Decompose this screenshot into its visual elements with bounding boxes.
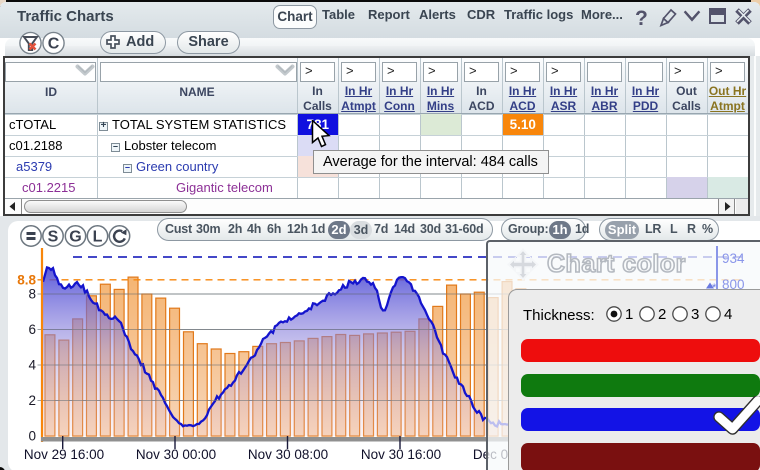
svg-text:934: 934 (722, 251, 745, 266)
svg-text:Nov 29 16:00: Nov 29 16:00 (24, 447, 104, 462)
svg-text:4: 4 (724, 306, 732, 323)
svg-text:G: G (69, 228, 81, 245)
svg-text:6: 6 (28, 322, 36, 337)
svg-text:*: * (712, 282, 717, 294)
svg-text:3: 3 (691, 306, 699, 323)
svg-text:2: 2 (28, 393, 36, 408)
svg-text:Nov 30 00:00: Nov 30 00:00 (136, 447, 216, 462)
svg-text:1: 1 (625, 306, 633, 323)
svg-text:4: 4 (28, 357, 36, 372)
svg-text:Nov 30 08:00: Nov 30 08:00 (248, 447, 328, 462)
svg-text:L: L (93, 228, 103, 245)
svg-text:8.8: 8.8 (17, 272, 36, 287)
svg-text:2: 2 (658, 306, 666, 323)
svg-text:8: 8 (28, 286, 36, 301)
svg-text:?: ? (635, 7, 648, 30)
svg-text:0: 0 (28, 428, 36, 443)
svg-text:Nov 30 16:00: Nov 30 16:00 (361, 447, 441, 462)
svg-text:800: 800 (722, 277, 745, 292)
svg-text:S: S (48, 228, 59, 245)
svg-text:C: C (48, 35, 60, 52)
